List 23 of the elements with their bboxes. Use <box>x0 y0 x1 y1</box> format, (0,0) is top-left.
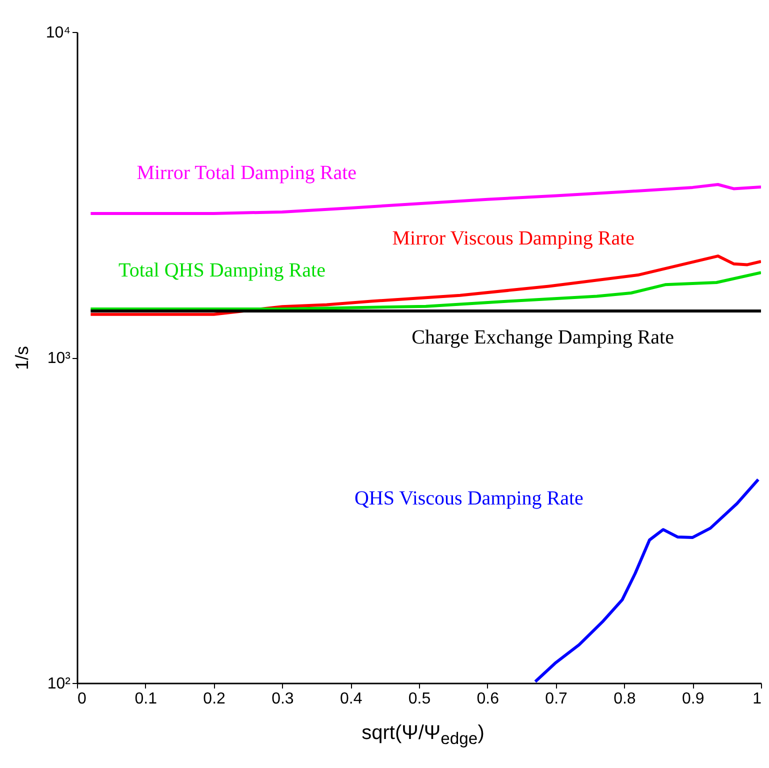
x-tick-label: 0.3 <box>272 690 294 708</box>
x-tick-label: 0.5 <box>408 690 431 708</box>
x-tick-label: 0.9 <box>682 690 704 708</box>
x-tick-label: 0.7 <box>545 690 568 708</box>
x-tick-label: 0.1 <box>134 690 158 708</box>
series-label: Charge Exchange Damping Rate <box>412 326 674 348</box>
x-tick-label: 0.4 <box>340 690 362 708</box>
series-label: Mirror Total Damping Rate <box>136 162 357 184</box>
y-tick-label: 10² <box>47 676 72 692</box>
y-tick-label: 10⁴ <box>46 24 71 42</box>
x-tick-label: 0.6 <box>476 690 500 708</box>
x-tick-label: 1 <box>752 690 762 708</box>
series-label: Total QHS Damping Rate <box>118 260 326 282</box>
line-series <box>89 183 761 215</box>
x-tick-label: 0.2 <box>203 690 226 708</box>
series-label: Mirror Viscous Damping Rate <box>392 228 635 250</box>
x-axis-title: sqrt(Ψ/Ψ$_{edge}$) <box>360 722 486 749</box>
y-tick-label: 10³ <box>47 350 72 367</box>
line-series <box>89 254 761 316</box>
y-axis-title: 1/s <box>12 346 32 370</box>
x-tick-label: 0.8 <box>614 690 636 708</box>
x-tick-label: 0 <box>78 690 86 708</box>
text: QHS Viscous Damping Rate <box>354 487 584 510</box>
